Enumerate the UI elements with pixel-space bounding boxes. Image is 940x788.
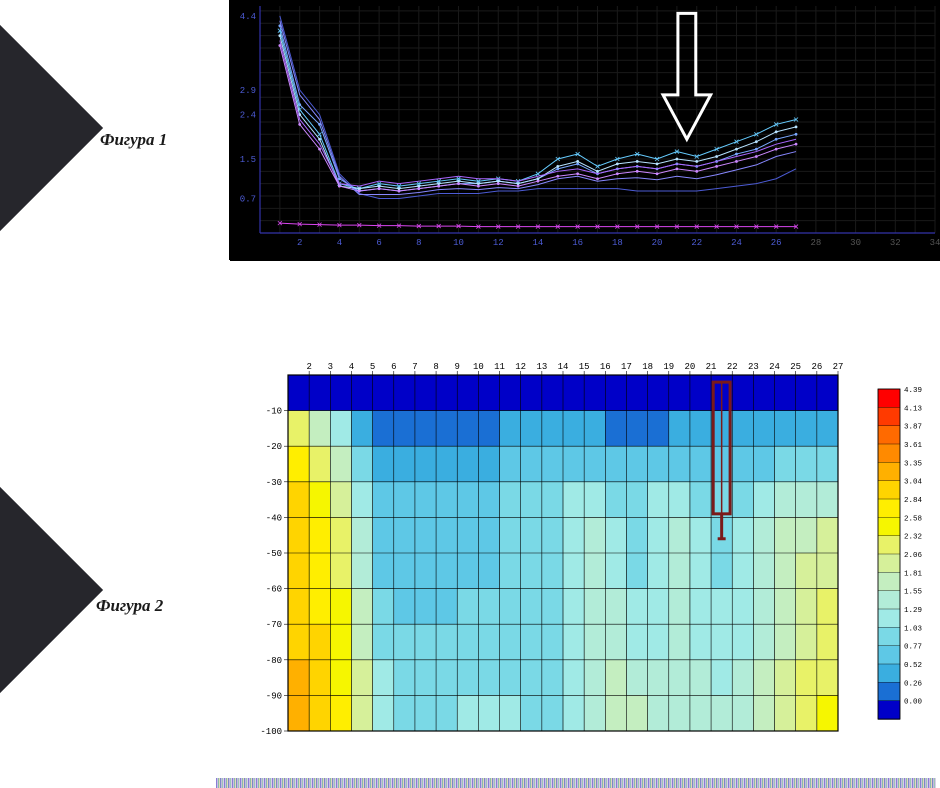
svg-text:26: 26 (771, 238, 782, 248)
svg-text:0.00: 0.00 (904, 699, 923, 707)
svg-text:32: 32 (890, 238, 901, 248)
svg-text:3.87: 3.87 (904, 424, 922, 432)
svg-text:19: 19 (663, 362, 674, 372)
svg-text:20: 20 (652, 238, 663, 248)
svg-text:3.35: 3.35 (904, 460, 923, 468)
svg-text:2: 2 (297, 238, 302, 248)
svg-text:1.29: 1.29 (904, 607, 922, 615)
svg-text:1.5: 1.5 (240, 155, 256, 165)
svg-text:2.9: 2.9 (240, 86, 256, 96)
svg-text:-50: -50 (266, 549, 282, 559)
svg-text:22: 22 (727, 362, 738, 372)
svg-text:23: 23 (748, 362, 759, 372)
left-arrowhead-1 (0, 15, 103, 241)
svg-text:15: 15 (579, 362, 590, 372)
svg-text:6: 6 (376, 238, 381, 248)
svg-text:10: 10 (453, 238, 464, 248)
svg-text:24: 24 (731, 238, 742, 248)
svg-text:6: 6 (391, 362, 396, 372)
svg-text:-90: -90 (266, 691, 282, 701)
svg-text:1.81: 1.81 (904, 570, 923, 578)
svg-text:12: 12 (515, 362, 526, 372)
svg-text:0.52: 0.52 (904, 662, 922, 670)
svg-text:5: 5 (370, 362, 375, 372)
svg-text:21: 21 (706, 362, 717, 372)
svg-text:-60: -60 (266, 585, 282, 595)
svg-text:14: 14 (558, 362, 569, 372)
svg-text:2.4: 2.4 (240, 111, 256, 121)
svg-text:18: 18 (612, 238, 623, 248)
svg-text:4.4: 4.4 (240, 12, 256, 22)
noise-strip (216, 778, 936, 788)
figure-1-svg: 0.71.52.42.94.42468101214161820222426283… (230, 1, 940, 261)
svg-text:3.04: 3.04 (904, 479, 923, 487)
svg-text:-20: -20 (266, 442, 282, 452)
svg-text:25: 25 (790, 362, 801, 372)
svg-text:2.06: 2.06 (904, 552, 923, 560)
svg-text:4.13: 4.13 (904, 405, 923, 413)
svg-text:14: 14 (533, 238, 544, 248)
svg-text:-100: -100 (260, 727, 282, 737)
svg-text:24: 24 (769, 362, 780, 372)
figure-2-plot: 2345678910111213141516171819202122232425… (244, 357, 940, 741)
svg-text:3: 3 (328, 362, 333, 372)
svg-text:-10: -10 (266, 407, 282, 417)
svg-text:-30: -30 (266, 478, 282, 488)
svg-text:4.39: 4.39 (904, 387, 922, 395)
svg-text:22: 22 (691, 238, 702, 248)
figure-2-svg: 2345678910111213141516171819202122232425… (244, 357, 940, 741)
svg-text:3.61: 3.61 (904, 442, 923, 450)
svg-text:10: 10 (473, 362, 484, 372)
svg-text:4: 4 (349, 362, 354, 372)
svg-text:20: 20 (685, 362, 696, 372)
svg-text:-70: -70 (266, 620, 282, 630)
svg-text:27: 27 (833, 362, 844, 372)
svg-text:28: 28 (810, 238, 821, 248)
svg-text:12: 12 (493, 238, 504, 248)
svg-text:7: 7 (412, 362, 417, 372)
svg-text:0.7: 0.7 (240, 194, 256, 204)
svg-text:2.58: 2.58 (904, 515, 922, 523)
svg-text:4: 4 (337, 238, 342, 248)
svg-text:0.26: 0.26 (904, 680, 923, 688)
svg-text:13: 13 (536, 362, 547, 372)
svg-text:2: 2 (306, 362, 311, 372)
svg-text:18: 18 (642, 362, 653, 372)
svg-text:30: 30 (850, 238, 861, 248)
figure-1-label: Фигура 1 (100, 130, 167, 150)
svg-text:34: 34 (930, 238, 940, 248)
svg-text:1.03: 1.03 (904, 625, 923, 633)
svg-text:-40: -40 (266, 513, 282, 523)
svg-text:11: 11 (494, 362, 505, 372)
figure-1-plot: 0.71.52.42.94.42468101214161820222426283… (229, 0, 940, 260)
svg-text:8: 8 (433, 362, 438, 372)
svg-text:2.84: 2.84 (904, 497, 923, 505)
svg-text:17: 17 (621, 362, 632, 372)
svg-text:2.32: 2.32 (904, 534, 922, 542)
svg-text:8: 8 (416, 238, 421, 248)
figure-2-label: Фигура 2 (96, 596, 163, 616)
svg-text:26: 26 (811, 362, 822, 372)
svg-text:1.55: 1.55 (904, 589, 923, 597)
svg-text:16: 16 (572, 238, 583, 248)
svg-text:9: 9 (455, 362, 460, 372)
svg-text:16: 16 (600, 362, 611, 372)
svg-text:-80: -80 (266, 656, 282, 666)
svg-text:0.77: 0.77 (904, 644, 922, 652)
left-arrowhead-2 (0, 477, 103, 703)
